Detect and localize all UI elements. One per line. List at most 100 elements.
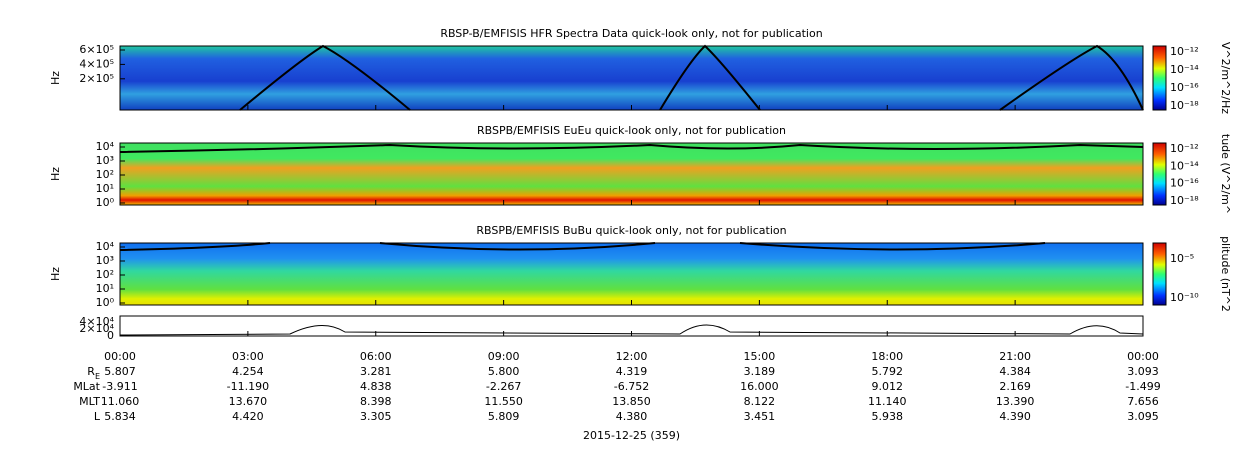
ephemeris-value: 7.656 [1127,395,1159,408]
ephemeris-value: 9.012 [872,380,904,393]
ephemeris-value: 5.938 [872,410,904,423]
x-tick-label: 00:00 [104,350,136,363]
ephemeris-value: -6.752 [614,380,649,393]
ephemeris-label-text: L [94,410,101,423]
colorbar-tick-label: 10⁻¹⁸ [1170,194,1199,207]
y-tick-label: 10⁰ [96,196,115,209]
x-tick-label: 18:00 [871,350,903,363]
x-tick-label: 00:00 [1127,350,1159,363]
ephemeris-value: 4.420 [232,410,264,423]
ephemeris-value: 5.809 [488,410,520,423]
ephemeris-value: 3.451 [744,410,776,423]
colorbar [1152,45,1167,111]
colorbar-tick-label: 10⁻¹⁶ [1170,81,1199,94]
density-curve [119,242,1046,251]
ephemeris-value: -2.267 [486,380,521,393]
colorbar-label: V^2/m^2/Hz [1219,42,1232,114]
ephemeris-value: 5.800 [488,365,520,378]
ephemeris-value: 3.305 [360,410,392,423]
x-tick-label: 03:00 [232,350,264,363]
ephemeris-value: 11.060 [101,395,140,408]
spectrogram [120,46,1143,110]
ephemeris-value: 5.807 [104,365,136,378]
ephemeris-label-text: MLT [79,395,100,408]
date-label: 2015-12-25 (359) [583,429,680,442]
colorbar-label: tude (V^2/m^ [1219,134,1232,214]
y-tick-label: 10³ [96,254,114,267]
x-tick-label: 15:00 [744,350,776,363]
spectrogram [120,143,1143,205]
ephemeris-value: 3.281 [360,365,392,378]
y-tick-label: 10¹ [96,282,114,295]
y-tick-label: 10² [96,268,114,281]
colorbar [1152,242,1167,306]
ephemeris-label: MLT [79,395,100,408]
y-axis-label: Hz [49,167,62,181]
colorbar-tick-label: 10⁻¹² [1170,45,1199,58]
y-tick-label: 2×10⁵ [79,72,114,85]
ephemeris-value: 4.390 [999,410,1031,423]
colorbar-tick-label: 10⁻¹⁸ [1170,99,1199,112]
colorbar-tick-label: 10⁻¹² [1170,142,1199,155]
ephemeris-value: 3.189 [744,365,776,378]
ephemeris-value: 5.834 [104,410,136,423]
ephemeris-value: 11.550 [484,395,523,408]
y-tick-label: 10⁴ [96,240,115,253]
ephemeris-value: 3.095 [1127,410,1159,423]
ephemeris-value: 4.384 [999,365,1031,378]
ephemeris-label: RE [87,365,100,381]
line-trace [119,324,1144,336]
panel-title: RBSPB/EMFISIS EuEu quick-look only, not … [477,124,786,137]
colorbar-tick-label: 10⁻¹⁶ [1170,177,1199,190]
ephemeris-value: 11.140 [868,395,907,408]
ephemeris-label-sub: E [95,372,100,381]
colorbar-tick-label: 10⁻¹⁴ [1170,63,1199,76]
y-tick-label: 4×10⁵ [79,57,114,70]
panel-title: RBSPB/EMFISIS BuBu quick-look only, not … [476,224,786,237]
ephemeris-value: 4.319 [616,365,648,378]
ephemeris-label-text: MLat [73,380,100,393]
ephemeris-value: 13.670 [229,395,268,408]
ephemeris-label-text: R [87,365,95,378]
y-tick-label: 10² [96,168,114,181]
density-curve [119,143,1144,153]
ephemeris-value: 16.000 [740,380,779,393]
y-tick-label: 10¹ [96,182,114,195]
x-tick-label: 09:00 [488,350,520,363]
ephemeris-value: 3.093 [1127,365,1159,378]
ephemeris-value: 13.390 [996,395,1035,408]
ephemeris-value: -3.911 [102,380,137,393]
x-tick-label: 12:00 [616,350,648,363]
spectrogram [120,243,1143,305]
ephemeris-label: MLat [73,380,100,393]
ephemeris-value: 8.122 [744,395,776,408]
colorbar [1152,142,1167,206]
y-tick-label: 10⁴ [96,140,115,153]
ephemeris-value: -11.190 [227,380,269,393]
y-tick-label: 4×10⁴ [79,315,114,328]
y-tick-label: 0 [107,329,114,342]
y-tick-label: 6×10⁵ [79,43,114,56]
ephemeris-value: 5.792 [872,365,904,378]
panel-title: RBSP-B/EMFISIS HFR Spectra Data quick-lo… [440,27,822,40]
colorbar-tick-label: 10⁻¹⁰ [1170,291,1199,304]
ephemeris-value: -1.499 [1125,380,1160,393]
ephemeris-value: 13.850 [612,395,651,408]
colorbar-tick-label: 10⁻¹⁴ [1170,159,1199,172]
x-tick-label: 06:00 [360,350,392,363]
colorbar-label: plitude (nT^2 [1219,236,1232,312]
y-tick-label: 10⁰ [96,296,115,309]
y-tick-label: 2×10⁴ [79,322,114,335]
spectrograms [119,44,1144,337]
y-tick-label: 10³ [96,154,114,167]
ephemeris-value: 4.254 [232,365,264,378]
ephemeris-value: 8.398 [360,395,392,408]
ephemeris-value: 4.838 [360,380,392,393]
x-tick-label: 21:00 [999,350,1031,363]
y-axis-label: Hz [49,267,62,281]
ephemeris-value: 4.380 [616,410,648,423]
ephemeris-value: 2.169 [999,380,1031,393]
ephemeris-label: L [94,410,101,423]
y-axis-label: Hz [49,71,62,85]
